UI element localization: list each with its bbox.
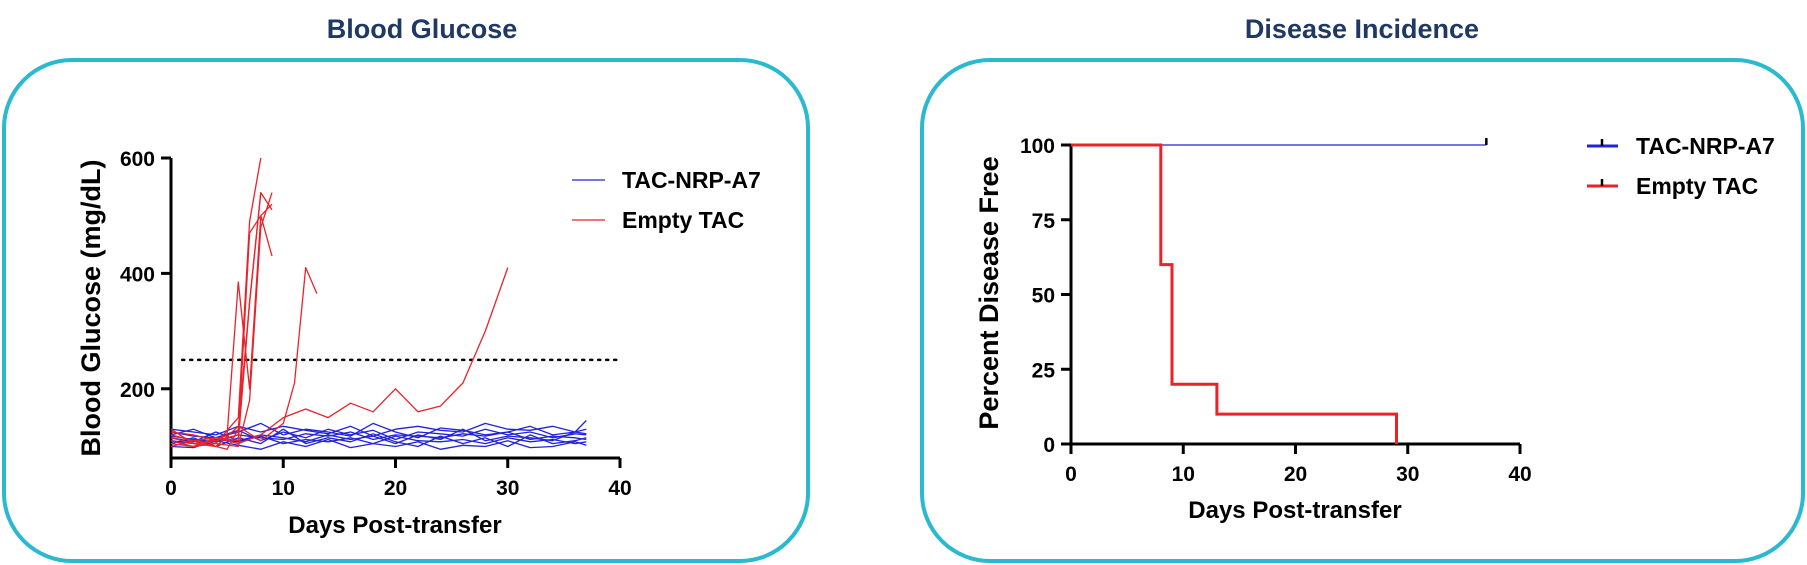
series-line-tac-nrp-a7-4 — [170, 438, 587, 450]
series-line-empty-tac-10 — [170, 157, 262, 448]
legend-label-0: TAC-NRP-A7 — [622, 167, 761, 193]
x-tick-label: 40 — [608, 477, 631, 500]
x-axis-label: Days Post-transfer — [288, 512, 501, 539]
x-tick-label: 30 — [496, 477, 519, 500]
x-tick-label: 30 — [1396, 463, 1419, 486]
x-tick-label: 0 — [165, 477, 177, 500]
legend-label-3: Empty TAC — [1636, 173, 1758, 199]
survival-line-empty-tac — [1071, 143, 1398, 444]
series-line-tac-nrp-a7-3 — [170, 422, 587, 437]
y-axis-label: Percent Disease Free — [974, 156, 1004, 429]
blood-glucose-panel — [2, 58, 810, 563]
y-tick-label: 200 — [120, 379, 155, 402]
x-tick-label: 10 — [1172, 463, 1195, 486]
series-line-tac-nrp-a7-7 — [170, 428, 587, 448]
disease-incidence-title: Disease Incidence — [1244, 14, 1480, 44]
legend-label-1: Empty TAC — [622, 207, 744, 233]
series-line-empty-tac-11 — [170, 215, 273, 442]
x-axis-label: Days Post-transfer — [1188, 497, 1401, 524]
series-line-empty-tac-15 — [170, 267, 509, 445]
y-tick-label: 75 — [1032, 210, 1056, 233]
legend-label-2: TAC-NRP-A7 — [1636, 133, 1775, 159]
y-tick-label: 400 — [120, 263, 155, 286]
y-axis-label: Blood Glucose (mg/dL) — [76, 160, 106, 457]
x-tick-label: 40 — [1508, 463, 1531, 486]
y-tick-label: 25 — [1032, 359, 1056, 382]
y-tick-label: 50 — [1032, 285, 1055, 308]
series-line-empty-tac-12 — [170, 191, 273, 448]
y-tick-label: 100 — [1020, 135, 1055, 158]
y-tick-label: 0 — [1043, 434, 1055, 457]
y-tick-label: 600 — [120, 148, 155, 171]
series-line-empty-tac-9 — [170, 203, 273, 445]
x-tick-label: 20 — [384, 477, 407, 500]
x-tick-label: 20 — [1284, 463, 1307, 486]
blood-glucose-title: Blood Glucose — [326, 14, 518, 44]
x-tick-label: 0 — [1065, 463, 1077, 486]
x-tick-label: 10 — [272, 477, 295, 500]
disease-incidence-panel — [920, 58, 1805, 563]
series-line-empty-tac-14 — [170, 266, 318, 448]
